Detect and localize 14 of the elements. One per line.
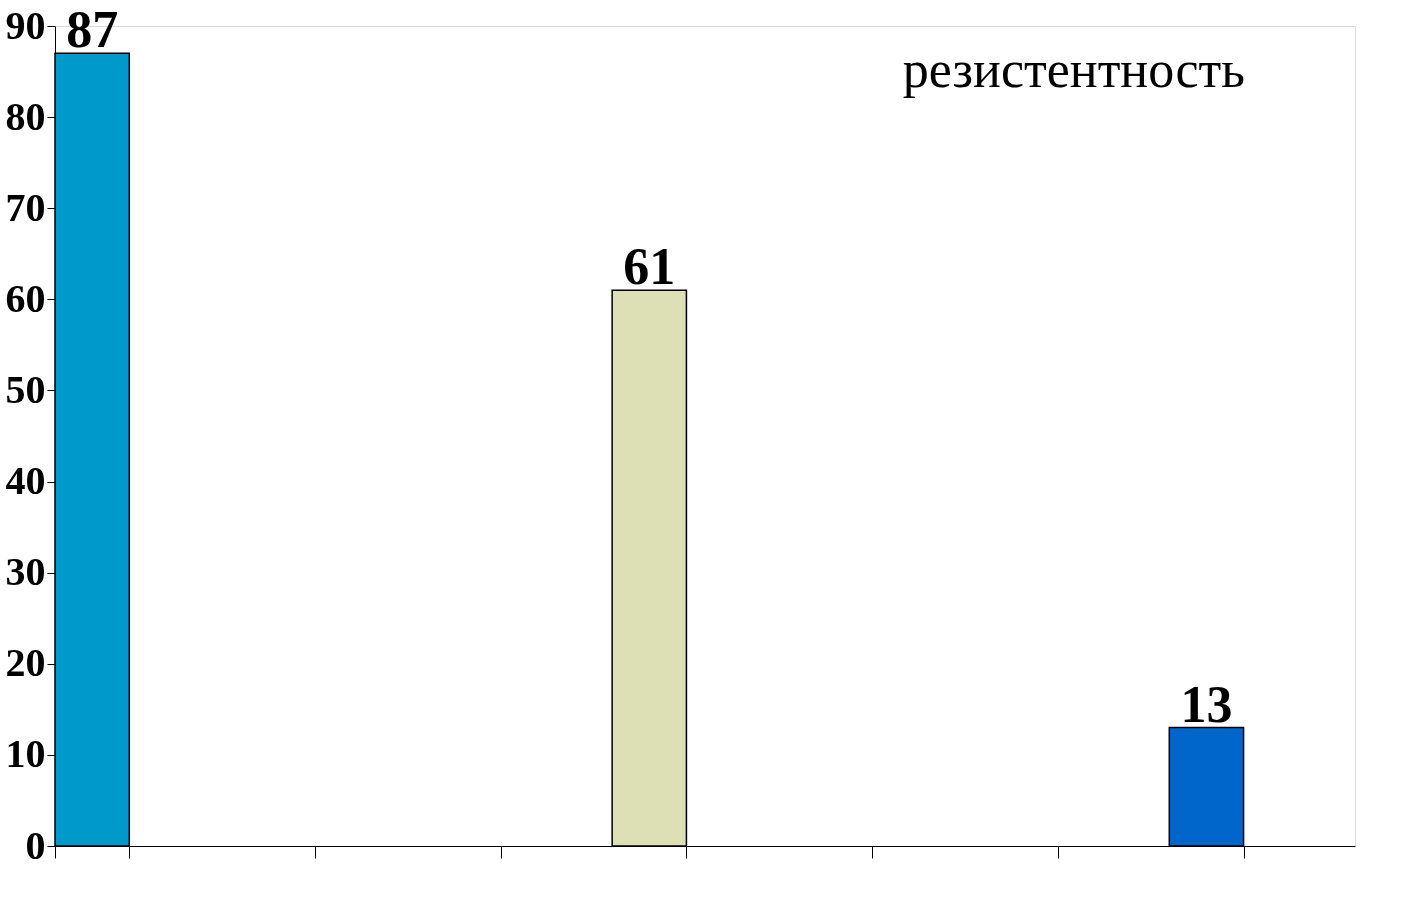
y-tick-label: 60 [5, 275, 46, 321]
data-label: 13 [1180, 675, 1233, 733]
y-tick-label: 50 [5, 366, 46, 412]
y-tick-label: 10 [5, 731, 46, 777]
y-tick-label: 40 [5, 458, 46, 504]
y-tick-label: 30 [5, 549, 46, 595]
annotation: резистентность [902, 41, 1245, 98]
data-label: 61 [623, 238, 676, 296]
data-label: 87 [66, 1, 119, 59]
y-tick-label: 80 [5, 93, 46, 139]
y-tick-label: 0 [25, 822, 46, 868]
y-tick-label: 70 [5, 184, 46, 230]
y-tick-label: 90 [5, 2, 46, 48]
y-tick-label: 20 [5, 640, 46, 686]
